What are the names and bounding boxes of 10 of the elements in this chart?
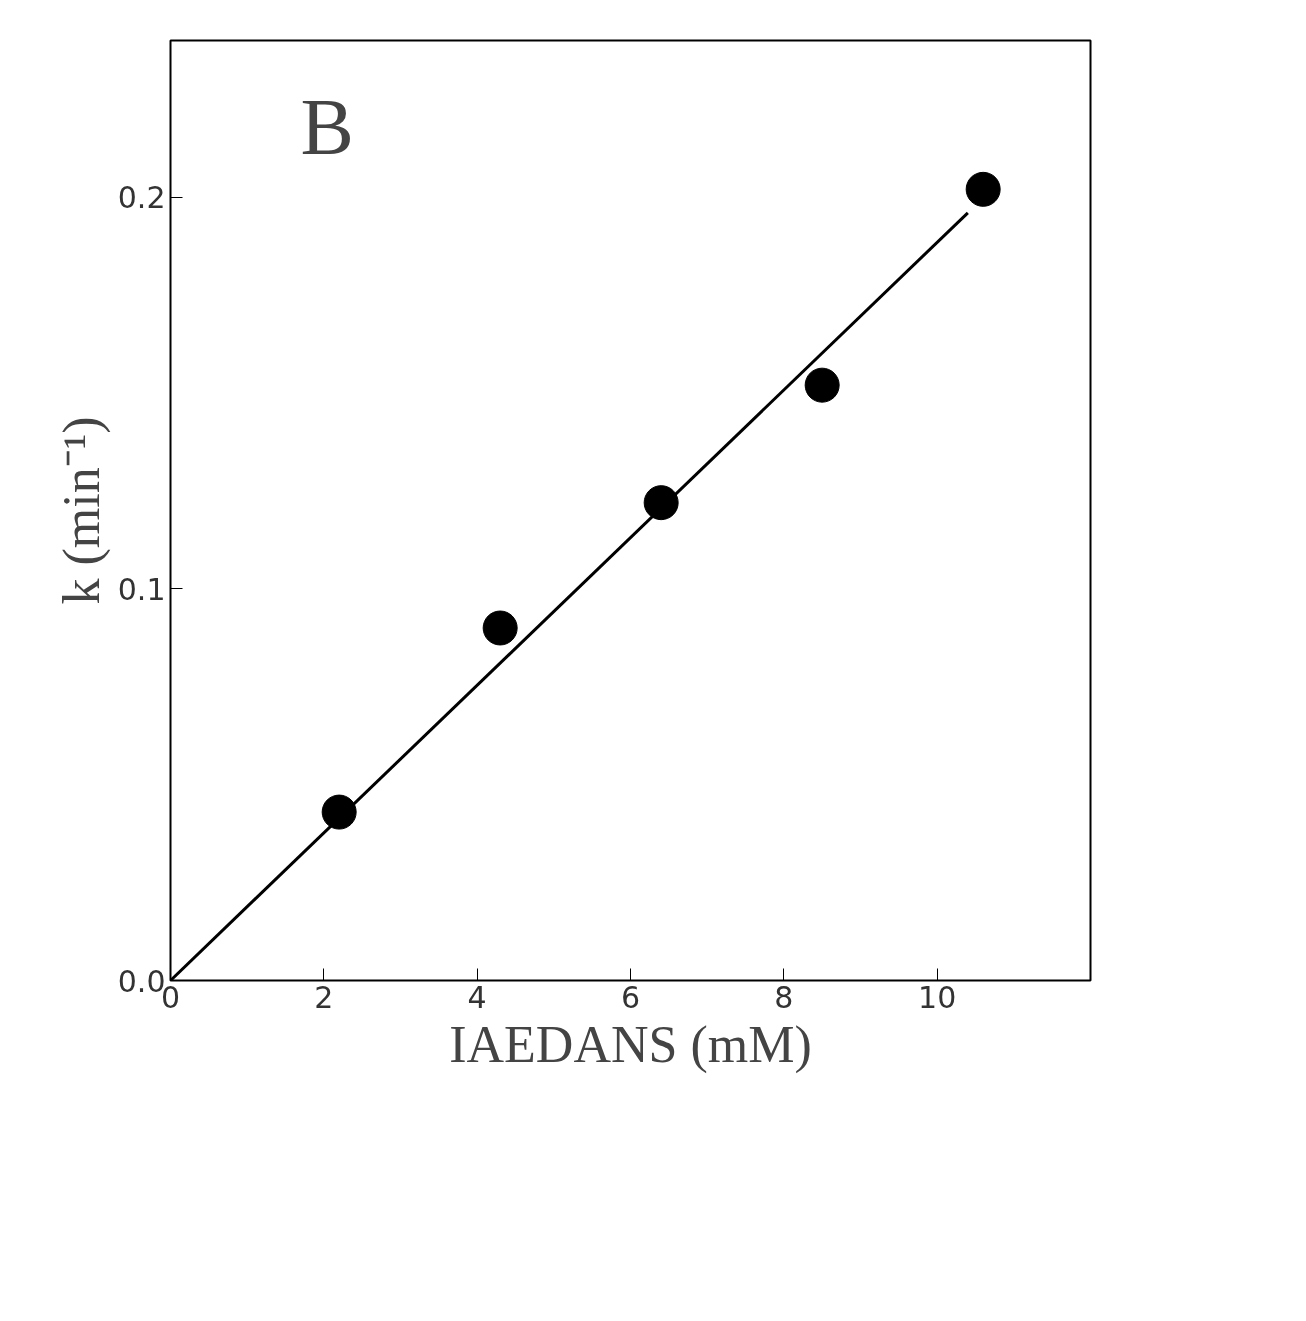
- y-axis-title: k (min⁻¹): [52, 416, 111, 605]
- annotation: B: [300, 82, 354, 171]
- x-tick-label: 4: [467, 979, 487, 1015]
- x-tick-label: 2: [314, 979, 334, 1015]
- x-tick-label: 8: [774, 979, 794, 1015]
- y-tick-label: 0.2: [117, 180, 166, 216]
- x-tick-label: 6: [620, 979, 641, 1015]
- x-tick-label: 10: [918, 979, 957, 1015]
- x-axis-title: IAEDANS (mM): [449, 1015, 812, 1074]
- y-tick-label: 0.1: [117, 571, 166, 607]
